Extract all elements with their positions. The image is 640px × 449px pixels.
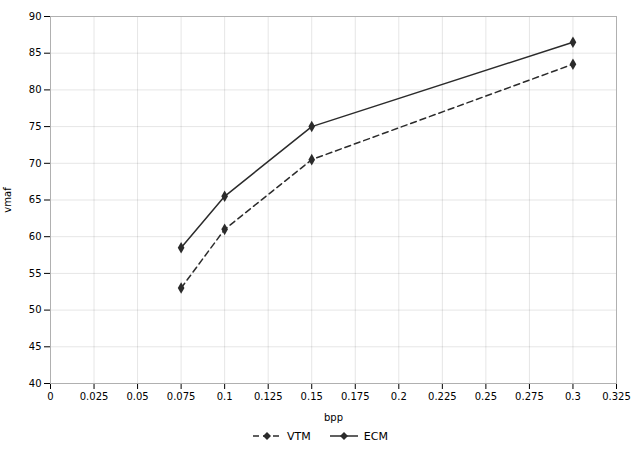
svg-text:0.05: 0.05	[126, 391, 148, 402]
svg-text:vmaf: vmaf	[2, 187, 13, 213]
svg-text:50: 50	[29, 304, 42, 315]
svg-text:bpp: bpp	[324, 412, 343, 423]
svg-text:60: 60	[29, 231, 42, 242]
html-text:VTM: VTM	[287, 429, 311, 443]
svg-text:0.025: 0.025	[80, 391, 109, 402]
svg-text:75: 75	[29, 121, 42, 132]
svg-text:0.125: 0.125	[254, 391, 283, 402]
svg-text:55: 55	[29, 268, 42, 279]
svg-text:0.1: 0.1	[217, 391, 233, 402]
svg-text:0.175: 0.175	[341, 391, 370, 402]
svg-text:0: 0	[47, 391, 53, 402]
svg-text:90: 90	[29, 11, 42, 22]
svg-text:0.275: 0.275	[515, 391, 544, 402]
svg-text:65: 65	[29, 194, 42, 205]
svg-text:0.225: 0.225	[428, 391, 457, 402]
svg-text:0.25: 0.25	[475, 391, 497, 402]
svg-text:40: 40	[29, 378, 42, 389]
svg-text:0.325: 0.325	[602, 391, 631, 402]
svg-text:0.2: 0.2	[391, 391, 407, 402]
html-text:ECM: ECM	[363, 429, 388, 443]
svg-text:0.3: 0.3	[565, 391, 581, 402]
svg-text:0.15: 0.15	[301, 391, 323, 402]
svg-text:70: 70	[29, 158, 42, 169]
svg-text:45: 45	[29, 341, 42, 352]
svg-text:85: 85	[29, 47, 42, 58]
svg-text:80: 80	[29, 84, 42, 95]
svg-text:0.075: 0.075	[167, 391, 196, 402]
